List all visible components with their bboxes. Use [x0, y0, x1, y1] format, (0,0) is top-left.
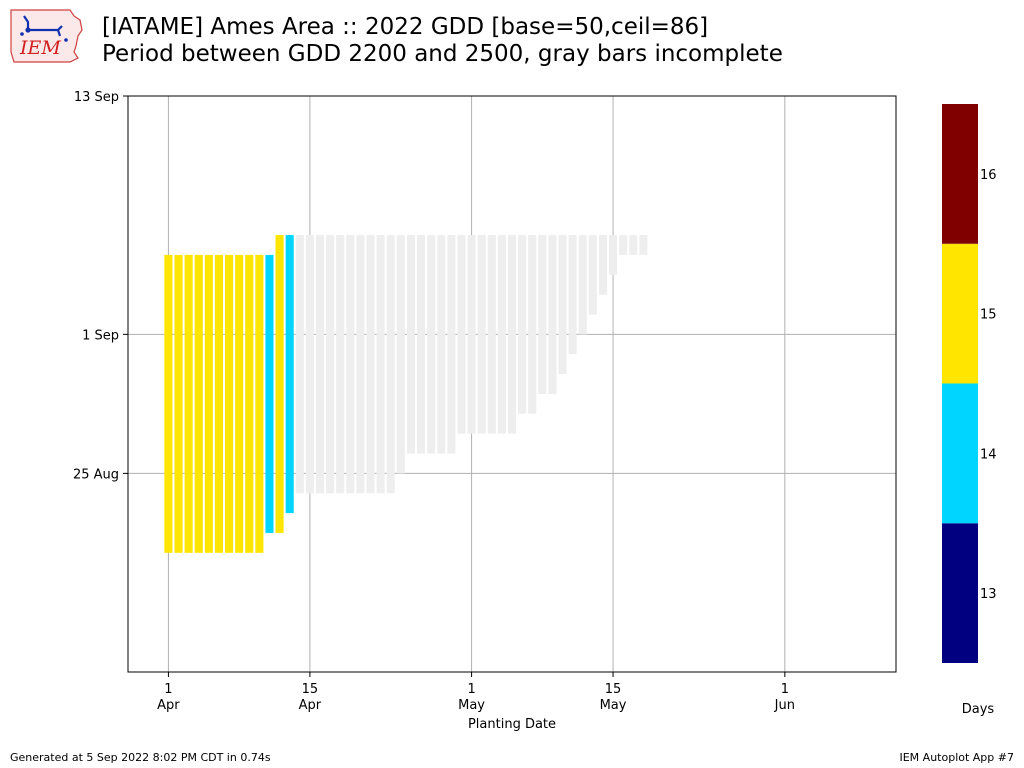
x-tick-label-day: 1	[781, 682, 789, 697]
colorbar-tick-label: 14	[980, 447, 997, 462]
gdd-period-bar	[194, 254, 203, 553]
gdd-period-bar-incomplete	[295, 235, 304, 494]
gdd-period-bar	[164, 254, 173, 553]
gdd-period-bar	[184, 254, 193, 553]
x-axis-label: Planting Date	[468, 717, 556, 732]
gdd-period-bar-incomplete	[376, 235, 385, 494]
gdd-period-bar-incomplete	[326, 235, 335, 494]
colorbar-segment	[942, 243, 978, 384]
gdd-period-bar	[235, 254, 244, 553]
colorbar-tick-label: 15	[980, 308, 997, 323]
gdd-period-bar-incomplete	[396, 235, 405, 474]
x-tick-label-day: 15	[605, 682, 622, 697]
gdd-period-bar-incomplete	[518, 235, 527, 414]
gdd-period-bar-incomplete	[427, 235, 436, 454]
gdd-period-bar-incomplete	[447, 235, 456, 454]
gdd-period-bar-incomplete	[366, 235, 375, 494]
gdd-period-bar-incomplete	[538, 235, 547, 394]
gdd-period-bar-incomplete	[639, 235, 648, 255]
gdd-period-bar-incomplete	[437, 235, 446, 454]
x-tick-label-day: 15	[302, 682, 319, 697]
gdd-period-bar-incomplete	[315, 235, 325, 494]
chart-title-line-1: [IATAME] Ames Area :: 2022 GDD [base=50,…	[102, 14, 709, 40]
gdd-period-bar-incomplete	[629, 235, 638, 255]
gdd-period-bar-incomplete	[346, 235, 355, 494]
x-tick-label-day: 1	[467, 682, 475, 697]
gdd-period-bar-incomplete	[457, 235, 466, 434]
colorbar-segment	[942, 523, 978, 663]
gdd-period-bar	[265, 254, 274, 533]
gdd-period-bar-incomplete	[558, 235, 567, 375]
gdd-period-bar-incomplete	[406, 235, 415, 454]
gdd-period-bar-incomplete	[417, 235, 426, 454]
gdd-period-bar-incomplete	[568, 235, 577, 355]
gdd-period-bar	[174, 254, 183, 553]
gdd-period-bar	[225, 254, 234, 553]
logo-text: IEM	[19, 37, 61, 59]
station-dot-icon	[64, 38, 68, 42]
gdd-period-bar-incomplete	[386, 235, 395, 494]
gdd-period-bar-incomplete	[598, 235, 607, 295]
gdd-period-bar-incomplete	[356, 235, 365, 494]
x-tick-label-month: Apr	[299, 698, 322, 713]
x-tick-label-month: May	[458, 698, 485, 713]
period-bars	[164, 235, 648, 553]
chart-title-line-2: Period between GDD 2200 and 2500, gray b…	[102, 41, 783, 67]
gdd-period-bar	[204, 254, 213, 553]
colorbar-segment	[942, 104, 978, 244]
station-dot-icon	[25, 27, 31, 33]
plot-frame	[127, 95, 897, 673]
gdd-period-bar	[275, 235, 284, 533]
gdd-period-bar	[255, 254, 264, 553]
gdd-period-bar-incomplete	[305, 235, 314, 494]
gdd-period-bar	[214, 254, 223, 553]
gdd-period-bar-incomplete	[578, 235, 587, 335]
y-tick-label: 1 Sep	[82, 328, 119, 343]
generated-timestamp: Generated at 5 Sep 2022 8:02 PM CDT in 0…	[10, 751, 271, 764]
y-tick-label: 25 Aug	[73, 467, 119, 482]
colorbar-tick-label: 13	[980, 587, 997, 602]
iem-logo: IEM	[10, 9, 83, 63]
gdd-period-bar-incomplete	[477, 235, 486, 434]
colorbar-segment	[942, 383, 978, 524]
station-dot-icon	[20, 32, 24, 36]
colorbar-label: Days	[962, 702, 995, 717]
gdd-period-bar-incomplete	[507, 235, 517, 434]
gdd-period-bar-incomplete	[619, 235, 628, 255]
gdd-period-bar-incomplete	[336, 235, 345, 494]
x-tick-label-month: Apr	[157, 698, 180, 713]
gdd-period-bar-incomplete	[497, 235, 506, 434]
gdd-period-bar	[245, 254, 254, 553]
app-id-label: IEM Autoplot App #7	[899, 751, 1014, 764]
gdd-period-bar-incomplete	[588, 235, 597, 315]
x-tick-label-month: Jun	[774, 698, 795, 713]
gdd-period-bar-incomplete	[609, 235, 618, 275]
gdd-period-bar-incomplete	[487, 235, 496, 434]
y-axis-ticks: 25 Aug 1 Sep 13 Sep	[73, 90, 128, 482]
y-tick-label: 13 Sep	[74, 90, 119, 105]
colorbar: 13 14 15 16	[942, 104, 997, 663]
gdd-period-bar-incomplete	[528, 235, 537, 414]
x-tick-label-day: 1	[164, 682, 172, 697]
gdd-period-bar-incomplete	[548, 235, 557, 394]
x-tick-label-month: May	[600, 698, 627, 713]
gdd-period-bar-incomplete	[467, 235, 476, 434]
colorbar-tick-label: 16	[980, 168, 997, 183]
gdd-period-bar	[285, 235, 294, 514]
